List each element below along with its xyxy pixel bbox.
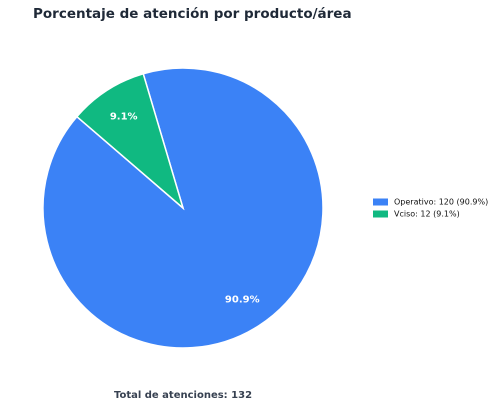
legend-swatch <box>373 198 388 206</box>
legend-label: Vciso: 12 (9.1%) <box>394 210 460 219</box>
total-annotation: Total de atenciones: 132 <box>114 390 252 401</box>
slice-label: 9.1% <box>110 111 138 122</box>
legend-swatch <box>373 210 388 218</box>
legend-label: Operativo: 120 (90.9%) <box>394 198 488 207</box>
slice-label: 90.9% <box>225 295 260 306</box>
chart-title: Porcentaje de atención por producto/área <box>33 6 352 22</box>
pie-slice <box>75 72 185 211</box>
